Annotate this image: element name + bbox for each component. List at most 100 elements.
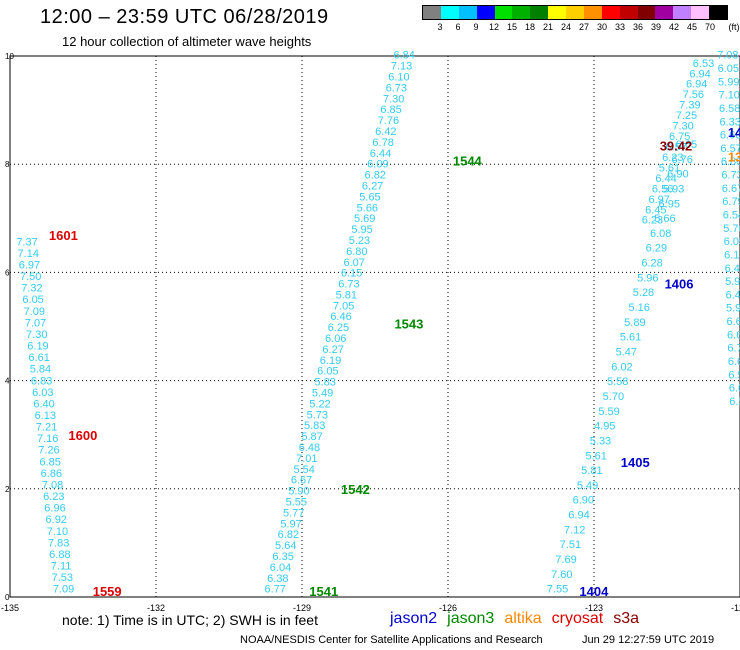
y-tick-label: 0 [5,593,10,602]
wave-height-value: 7.21 [36,422,57,434]
pass-time-label: 14 [728,125,740,140]
wave-height-value: 7.25 [676,110,697,122]
wave-height-value: 7.14 [18,248,39,260]
wave-height-value: 5.76 [723,223,740,235]
x-tick-label: -123 [585,603,603,613]
color-scale-label: 36 [632,22,644,32]
wave-height-value: 7.09 [53,584,74,596]
color-swatch [691,6,709,19]
wave-height-value: 6.48 [299,442,320,454]
pass-time-label: 1541 [309,584,338,599]
wave-height-value: 6.23 [662,152,683,164]
wave-height-value: 5.93 [663,183,684,195]
legend-s3a: s3a [613,610,640,627]
legend-jason3: jason3 [447,610,495,627]
color-swatch [440,6,459,19]
color-swatch [458,6,477,19]
wave-height-value: 5.61 [620,332,641,344]
wave-height-value: 5.90 [288,486,309,498]
color-scale-label: 27 [578,22,590,32]
wave-height-value: 6.95 [659,198,680,210]
y-tick-label: 10 [5,52,14,61]
wave-height-value: 6.96 [44,503,65,515]
wave-height-value: 6.66 [720,130,740,142]
wave-height-value: 5.47 [616,346,637,358]
wave-height-value: 6.05 [317,366,338,378]
page-subtitle: 12 hour collection of altimeter wave hei… [62,34,312,49]
wave-height-value: 6.58 [728,369,740,381]
wave-height-value: 6.92 [46,514,67,526]
wave-height-value: 5.33 [590,435,611,447]
wave-height-value: 6.73 [386,82,407,94]
wave-height-value: 6.27 [362,180,383,192]
wave-height-value: 6.90 [573,495,594,507]
wave-height-value: 6.44 [726,289,740,301]
plot-frame [9,55,740,598]
color-swatch [637,6,656,19]
wave-height-value: 6.73 [721,170,740,182]
color-swatch [494,6,513,19]
color-scale-label: 42 [668,22,680,32]
wave-height-value: 6.67 [722,183,740,195]
color-swatch [709,6,727,19]
wave-height-value: 7.05 [333,300,354,312]
wave-height-value: 6.53 [693,58,714,70]
wave-height-value: 5.59 [598,406,619,418]
pass-time-label: 1559 [93,584,122,599]
wave-height-value: 6.29 [646,243,667,255]
color-scale-label: 3 [437,22,443,32]
color-scale-label: 18 [524,22,536,32]
wave-height-value: 5.84 [30,364,51,376]
wave-height-value: 6.44 [370,148,391,160]
wave-height-value: 5.81 [336,289,357,301]
wave-height-value: 6.33 [719,116,740,128]
color-swatch [566,6,584,19]
wave-height-value: 6.59 [729,396,740,408]
x-tick-label: -129 [293,603,311,613]
wave-height-value: 6.67 [291,475,312,487]
color-scale-label: 45 [686,22,698,32]
wave-height-value: 6.35 [272,551,293,563]
wave-height-value: 6.64 [728,356,740,368]
wave-height-value: 6.28 [641,258,662,270]
wave-height-value: 7.26 [38,445,59,457]
pass-time-label: 1544 [453,153,483,168]
wave-height-value: 6.02 [611,361,632,373]
wave-height-value: 6.56 [652,183,673,195]
color-scale-label: 24 [560,22,572,32]
legend-jason2: jason2 [390,610,438,627]
wave-height-value: 7.07 [25,317,46,329]
wave-height-value: 6.07 [343,257,364,269]
color-swatch [655,6,674,19]
wave-height-value: 6.13 [35,410,56,422]
wave-height-value: 6.94 [568,510,589,522]
wave-height-value: 6.73 [338,279,359,291]
wave-height-value: 6.61 [28,352,49,364]
wave-height-value: 6.58 [719,103,740,115]
color-swatch [548,6,566,19]
wave-height-value: 6.80 [346,246,367,258]
color-scale-label: 15 [506,22,518,32]
wave-height-value: 6.65 [676,139,697,151]
wave-height-value: 6.86 [41,468,62,480]
satellite-legend: jason2 jason3 altika cryosat s3a [390,610,649,628]
wave-height-value: 6.19 [320,355,341,367]
wave-height-value: 6.85 [380,104,401,116]
wave-height-value: 5.66 [654,213,675,225]
wave-height-value: 4.95 [594,421,615,433]
wave-height-value: 6.54 [723,210,740,222]
wave-height-value: 6.15 [341,268,362,280]
wave-height-value: 5.23 [349,235,370,247]
wave-height-value: 5.97 [280,518,301,530]
color-scale-label: 70 [704,22,716,32]
wave-height-value: 6.97 [19,260,40,272]
wave-height-value: 6.94 [686,79,707,91]
color-scale-label: 39 [650,22,662,32]
color-swatch [583,6,602,19]
wave-height-value: 5.69 [354,213,375,225]
wave-height-value: 7.30 [26,329,47,341]
wave-height-value: 6.84 [393,50,414,62]
wave-height-value: 6.05 [724,236,740,248]
wave-height-value: 5.89 [624,317,645,329]
